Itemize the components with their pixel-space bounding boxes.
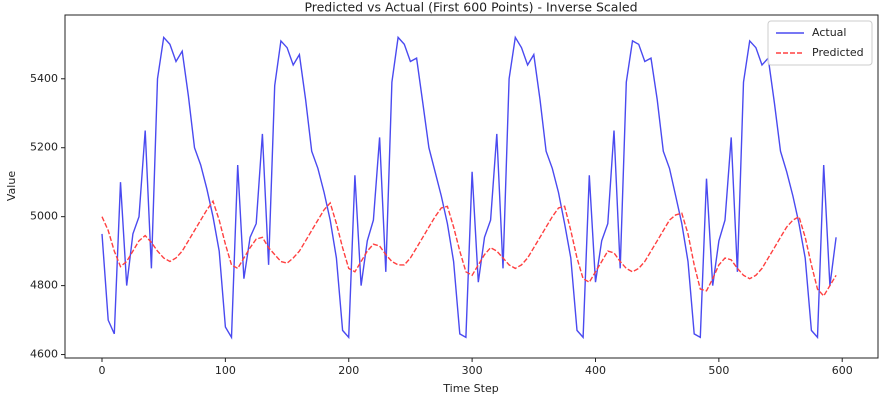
plot-frame <box>64 14 879 359</box>
y-tick-label: 4600 <box>30 348 58 361</box>
series-line <box>101 199 837 298</box>
y-tick-label: 5200 <box>30 141 58 154</box>
y-tick-label: 4800 <box>30 279 58 292</box>
x-tick-label: 200 <box>338 364 359 377</box>
y-tick-label: 5400 <box>30 72 58 85</box>
x-tick-label: 400 <box>585 364 606 377</box>
x-tick-label: 100 <box>215 364 236 377</box>
x-axis-label: Time Step <box>442 382 498 395</box>
series-line <box>101 35 837 340</box>
x-tick-label: 600 <box>832 364 853 377</box>
legend-label: Actual <box>812 26 846 39</box>
y-axis-label: Value <box>5 171 18 201</box>
legend-box <box>767 20 873 66</box>
x-tick-label: 0 <box>99 364 106 377</box>
chart-title: Predicted vs Actual (First 600 Points) -… <box>304 0 637 15</box>
legend-label: Predicted <box>812 46 864 59</box>
x-tick-label: 300 <box>462 364 483 377</box>
y-tick-label: 5000 <box>30 210 58 223</box>
x-tick-label: 500 <box>708 364 729 377</box>
